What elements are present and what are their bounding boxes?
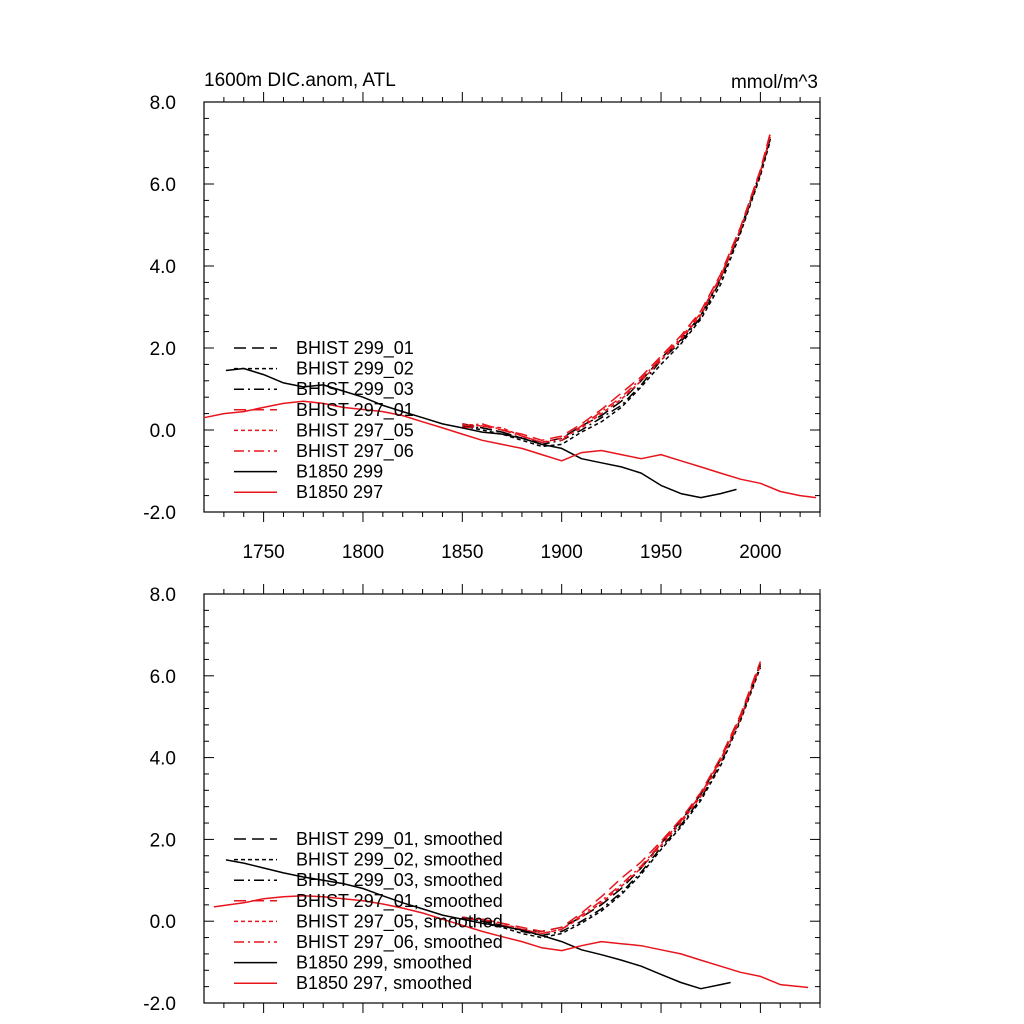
series-line	[462, 665, 762, 937]
series-line	[213, 895, 809, 989]
series-line	[462, 132, 772, 442]
y-tick-label: 6.0	[150, 667, 176, 688]
legend-label: B1850 299	[296, 462, 383, 482]
series-line	[462, 661, 762, 933]
legend-label: B1850 297, smoothed	[296, 973, 472, 993]
legend-label: BHIST 299_02, smoothed	[296, 850, 503, 871]
legend-label: BHIST 299_03	[296, 379, 414, 400]
plot-frame	[203, 101, 821, 513]
y-tick-label: 8.0	[150, 93, 176, 114]
series-line	[225, 859, 731, 990]
y-tick-label: 4.0	[150, 257, 176, 278]
legend-label: BHIST 297_01	[296, 400, 414, 421]
y-tick-label: 0.0	[150, 421, 176, 442]
plot-frame	[203, 593, 821, 1004]
legend-label: BHIST 297_06, smoothed	[296, 932, 503, 953]
legend-label: BHIST 299_01, smoothed	[296, 829, 503, 850]
legend-label: BHIST 297_05	[296, 420, 414, 441]
y-tick-label: 2.0	[150, 339, 176, 360]
legend-label: BHIST 297_01, smoothed	[296, 891, 503, 912]
y-tick-label: 6.0	[150, 175, 176, 196]
series-line	[203, 400, 817, 499]
x-tick-label: 1750	[242, 542, 284, 563]
y-tick-label: -2.0	[143, 994, 176, 1015]
legend-label: BHIST 297_05, smoothed	[296, 911, 503, 932]
y-tick-label: 2.0	[150, 830, 176, 851]
y-tick-label: 0.0	[150, 912, 176, 933]
x-tick-label: 1800	[342, 542, 384, 563]
top-panel: 1750 1800 1850 1900 1950 2000 -2.0 0.0 2.0 4.0 6.0…	[143, 92, 821, 563]
x-tick-label: 1950	[640, 542, 682, 563]
series-line	[462, 663, 762, 935]
legend-label: BHIST 297_06	[296, 441, 414, 462]
series-line	[462, 667, 762, 939]
legend-label: B1850 297	[296, 482, 383, 502]
x-tick-label: 2000	[739, 542, 781, 563]
legend-label: BHIST 299_01	[296, 338, 414, 359]
y-tick-label: 8.0	[150, 585, 176, 606]
legend-label: BHIST 299_03, smoothed	[296, 870, 503, 891]
series-line	[462, 665, 762, 935]
x-tick-label: 1900	[541, 542, 583, 563]
y-tick-label: -2.0	[143, 503, 176, 524]
x-tick-label: 1850	[441, 542, 483, 563]
y-tick-label: 4.0	[150, 749, 176, 770]
series-line	[462, 138, 772, 446]
legend-label: B1850 299, smoothed	[296, 953, 472, 973]
series-line	[462, 663, 762, 933]
chart-title: 1600m DIC.anom, ATL	[204, 70, 396, 91]
legend-label: BHIST 299_02	[296, 359, 414, 380]
series-line	[462, 134, 772, 444]
series-line	[225, 367, 737, 499]
units-label: mmol/m^3	[731, 72, 818, 93]
bottom-panel: -2.0 0.0 2.0 4.0 6.0 8.0 BHIST 299_01, smoothe…	[143, 584, 821, 1015]
series-line	[462, 136, 772, 444]
